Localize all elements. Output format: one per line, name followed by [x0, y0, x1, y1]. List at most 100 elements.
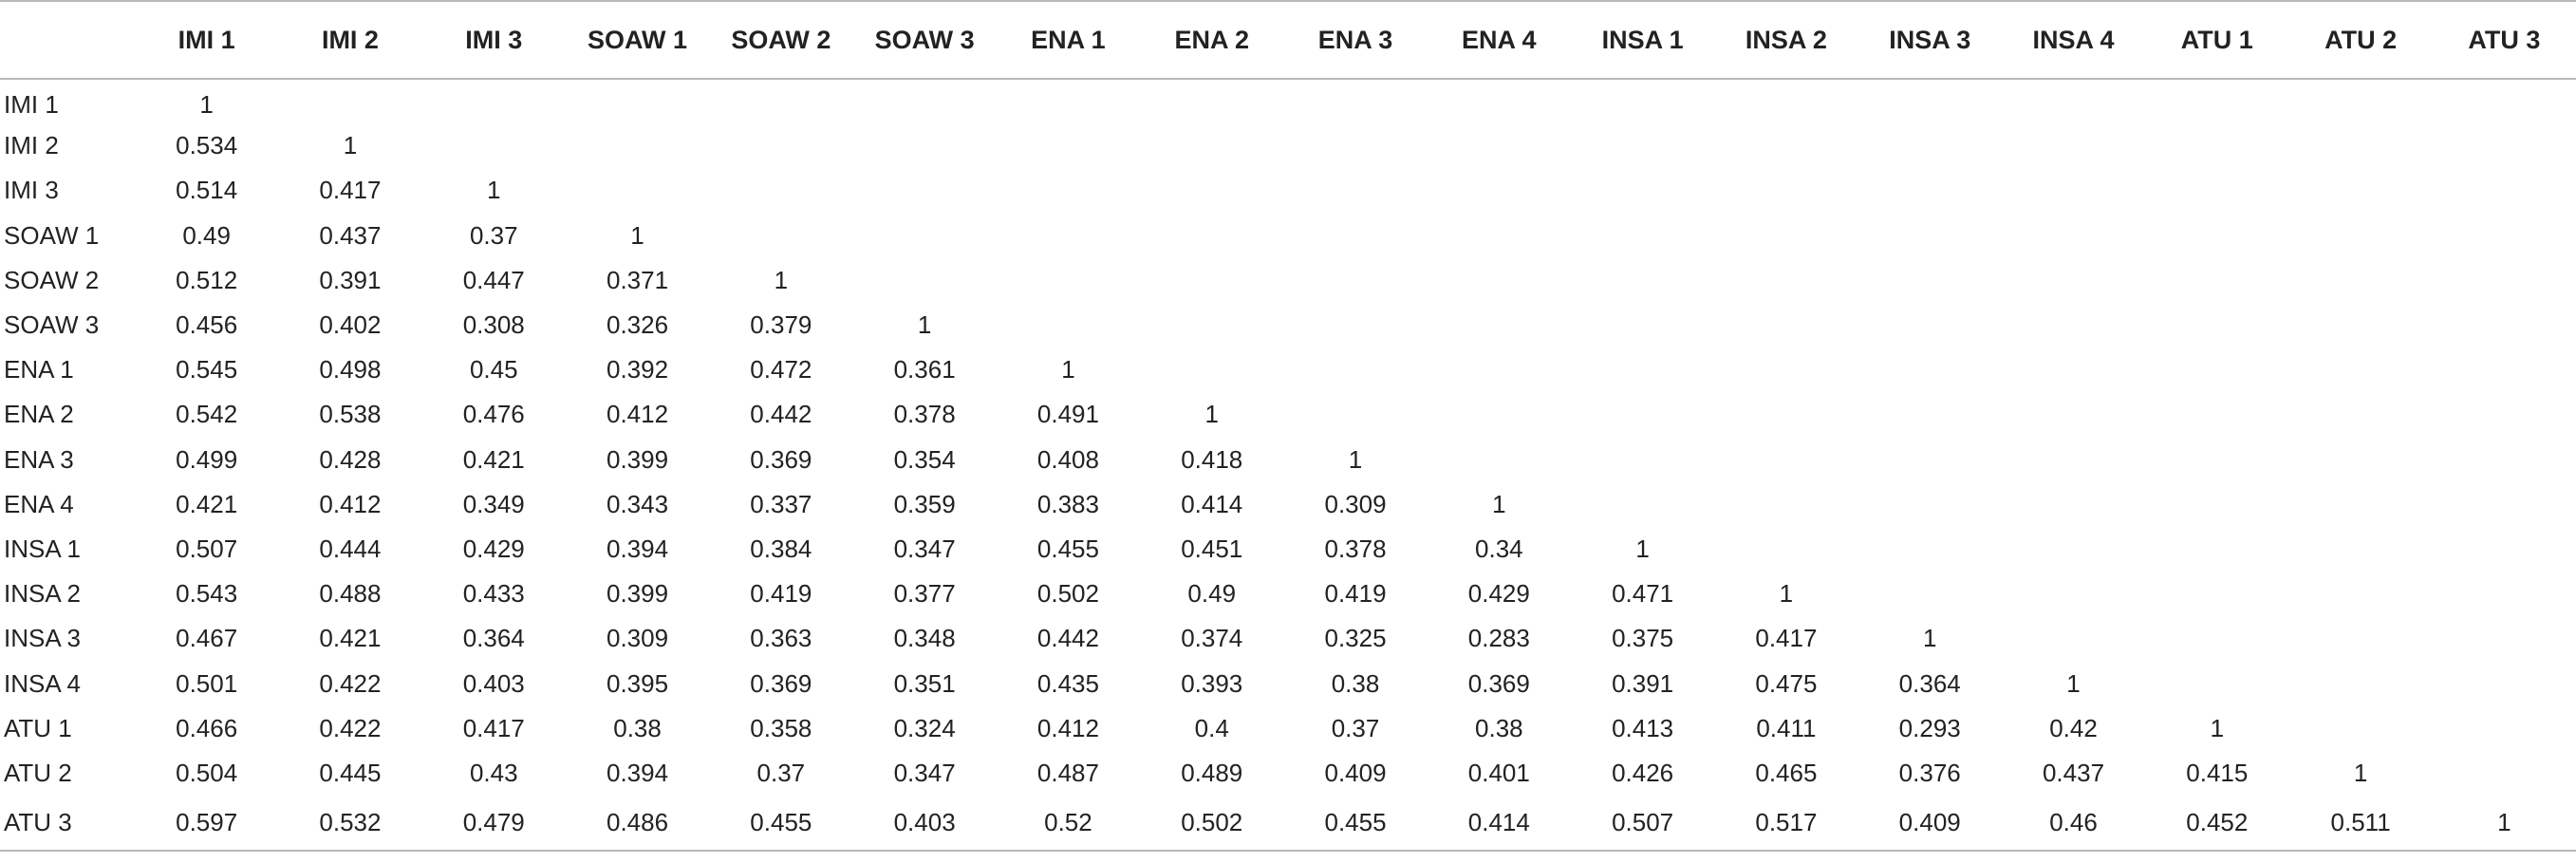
correlation-cell: 0.444	[319, 534, 382, 563]
correlation-cell: 0.511	[2288, 796, 2433, 852]
correlation-cell	[1428, 438, 1571, 482]
correlation-cell	[2288, 527, 2432, 572]
correlation-cell	[1140, 79, 1283, 123]
table-row: ATU 2 0.504 0.445 0.43 0.394 0.37 0.347 0.487 0.…	[0, 751, 2576, 796]
correlation-cell	[2145, 616, 2288, 661]
correlation-cell	[1858, 123, 2002, 168]
correlation-cell	[2288, 616, 2432, 661]
table-row: IMI 3 0.514 0.417 1	[0, 168, 2576, 213]
correlation-cell	[2145, 438, 2288, 482]
correlation-cell: 0.534	[176, 131, 238, 160]
correlation-cell: 1	[487, 176, 501, 205]
table-row: INSA 1 0.507 0.444 0.429 0.394 0.384 0.347 0.45…	[0, 527, 2576, 572]
correlation-cell: 0.394	[607, 758, 669, 787]
row-label: INSA 2	[4, 579, 81, 609]
correlation-cell	[2002, 347, 2145, 392]
correlation-cell: 0.507	[1570, 796, 1715, 852]
correlation-cell	[2433, 661, 2576, 705]
column-header: IMI 2	[278, 0, 422, 80]
correlation-cell	[1858, 482, 2002, 527]
correlation-cell	[566, 123, 709, 168]
correlation-cell: 0.414	[1181, 489, 1243, 518]
correlation-cell	[2002, 438, 2145, 482]
correlation-cell	[2288, 706, 2432, 751]
correlation-cell	[2433, 347, 2576, 392]
correlation-cell: 0.426	[1612, 758, 1674, 787]
correlation-cell: 0.308	[462, 310, 525, 340]
correlation-cell	[1571, 392, 1714, 437]
correlation-cell: 0.37	[469, 220, 518, 250]
correlation-cell: 0.412	[607, 400, 669, 429]
correlation-cell: 0.408	[1036, 444, 1099, 474]
correlation-cell: 0.371	[607, 265, 669, 294]
table-row: ENA 1 0.545 0.498 0.45 0.392 0.472 0.361 1	[0, 347, 2576, 392]
row-label: INSA 3	[4, 624, 81, 653]
correlation-cell: 0.466	[176, 713, 238, 742]
correlation-cell	[1283, 392, 1427, 437]
correlation-cell: 0.391	[1612, 668, 1674, 698]
correlation-cell	[1428, 258, 1571, 303]
correlation-cell: 0.414	[1427, 796, 1571, 852]
correlation-cell: 0.49	[1187, 579, 1237, 609]
correlation-cell	[2433, 482, 2576, 527]
correlation-cell	[1140, 258, 1283, 303]
correlation-cell: 0.512	[176, 265, 238, 294]
correlation-cell	[2002, 572, 2145, 616]
correlation-cell	[2145, 303, 2288, 347]
row-label: ENA 4	[4, 489, 74, 518]
correlation-cell	[1714, 79, 1857, 123]
correlation-cell	[1571, 347, 1714, 392]
correlation-cell: 0.442	[1036, 624, 1099, 653]
table-row: INSA 2 0.543 0.488 0.433 0.399 0.419 0.377 0.50…	[0, 572, 2576, 616]
correlation-cell: 0.337	[750, 489, 812, 518]
correlation-cell	[1858, 347, 2002, 392]
correlation-cell: 0.501	[176, 668, 238, 698]
row-label: IMI 1	[4, 89, 59, 119]
correlation-cell: 0.409	[1857, 796, 2002, 852]
correlation-cell	[997, 214, 1140, 258]
correlation-cell: 0.421	[462, 444, 525, 474]
correlation-cell	[2288, 347, 2432, 392]
correlation-cell	[1858, 79, 2002, 123]
header-row: IMI 1 IMI 2 IMI 3 SOAW 1 SOAW 2 SOAW 3 ENA 1 EN…	[0, 0, 2576, 80]
column-header: ENA 2	[1140, 0, 1284, 80]
correlation-cell	[2145, 482, 2288, 527]
correlation-cell: 0.37	[1331, 713, 1380, 742]
correlation-cell: 0.487	[1036, 758, 1099, 787]
correlation-cell: 0.502	[1140, 796, 1284, 852]
correlation-cell	[2433, 706, 2576, 751]
correlation-cell: 0.504	[176, 758, 238, 787]
correlation-cell	[2288, 438, 2432, 482]
correlation-cell	[1714, 258, 1857, 303]
correlation-cell: 0.384	[750, 534, 812, 563]
correlation-cell	[709, 168, 852, 213]
correlation-cell	[1571, 123, 1714, 168]
correlation-cell	[566, 168, 709, 213]
correlation-cell	[1571, 214, 1714, 258]
correlation-cell: 0.455	[1283, 796, 1428, 852]
correlation-cell: 0.325	[1324, 624, 1387, 653]
correlation-cell	[2002, 214, 2145, 258]
correlation-cell: 0.419	[1324, 579, 1387, 609]
correlation-cell: 0.455	[709, 796, 853, 852]
correlation-cell	[2433, 258, 2576, 303]
correlation-cell	[2145, 572, 2288, 616]
correlation-cell	[2145, 527, 2288, 572]
correlation-cell: 0.377	[893, 579, 956, 609]
correlation-cell: 0.479	[421, 796, 566, 852]
correlation-cell	[2145, 392, 2288, 437]
column-header: IMI 3	[421, 0, 566, 80]
column-header: ENA 3	[1283, 0, 1428, 80]
correlation-cell: 0.379	[750, 310, 812, 340]
correlation-cell	[1714, 438, 1857, 482]
correlation-cell: 0.364	[462, 624, 525, 653]
correlation-cell: 0.455	[1036, 534, 1099, 563]
correlation-cell: 1	[1779, 579, 1794, 609]
correlation-cell	[1858, 258, 2002, 303]
correlation-cell	[278, 79, 421, 123]
correlation-cell: 0.343	[607, 489, 669, 518]
correlation-cell	[2288, 168, 2432, 213]
correlation-cell	[1283, 258, 1427, 303]
correlation-cell: 0.37	[756, 758, 806, 787]
correlation-cell	[1283, 79, 1427, 123]
